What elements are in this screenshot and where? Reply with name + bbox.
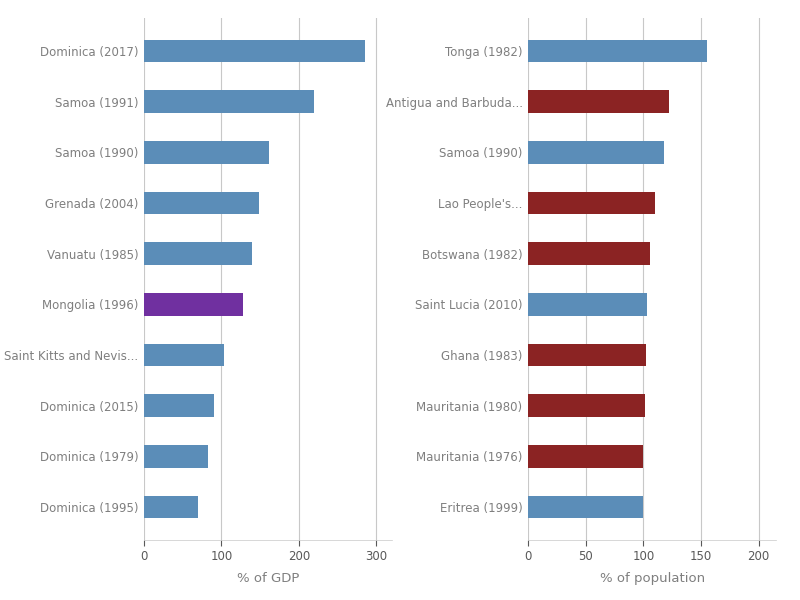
Bar — [144, 293, 243, 316]
Bar — [144, 191, 258, 214]
Bar — [144, 496, 198, 518]
Bar — [528, 293, 647, 316]
Bar — [528, 90, 669, 113]
Bar — [528, 141, 664, 164]
Bar — [528, 242, 650, 265]
Bar — [528, 394, 645, 417]
Bar — [528, 344, 646, 367]
X-axis label: % of population: % of population — [599, 572, 705, 585]
Bar — [144, 344, 224, 367]
Bar — [144, 40, 365, 62]
Bar — [528, 191, 655, 214]
Bar — [144, 394, 214, 417]
Bar — [528, 496, 643, 518]
Bar — [144, 242, 253, 265]
Bar — [144, 90, 314, 113]
Bar — [144, 141, 270, 164]
Bar — [144, 445, 208, 468]
X-axis label: % of GDP: % of GDP — [237, 572, 299, 585]
Bar — [528, 445, 643, 468]
Bar — [528, 40, 707, 62]
